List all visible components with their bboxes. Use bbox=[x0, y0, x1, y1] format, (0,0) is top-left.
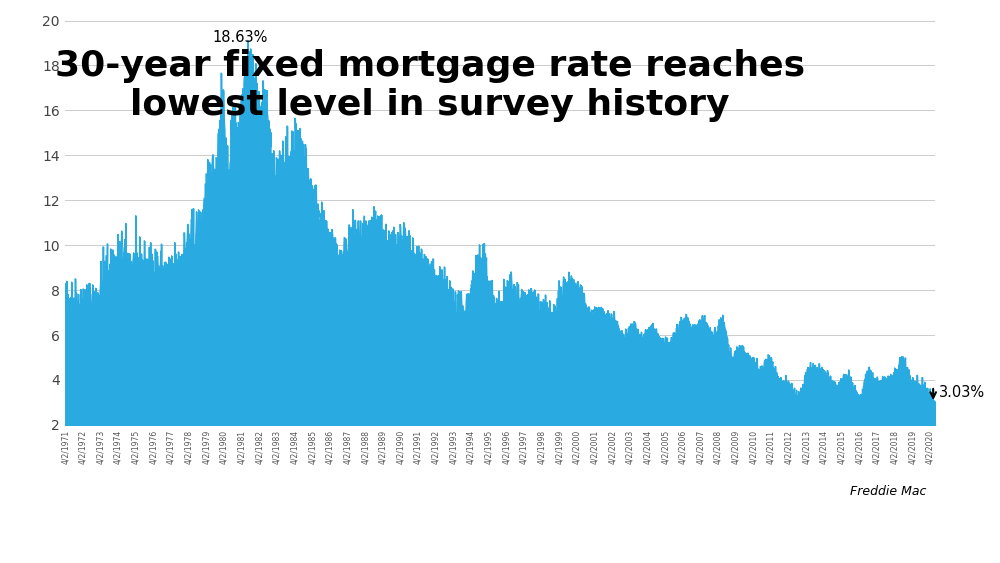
Text: 3.03%: 3.03% bbox=[939, 385, 985, 400]
Text: Freddie Mac: Freddie Mac bbox=[850, 485, 926, 498]
Text: 18.63%: 18.63% bbox=[212, 30, 268, 45]
Text: 30-year fixed mortgage rate reaches
lowest level in survey history: 30-year fixed mortgage rate reaches lowe… bbox=[55, 49, 805, 122]
